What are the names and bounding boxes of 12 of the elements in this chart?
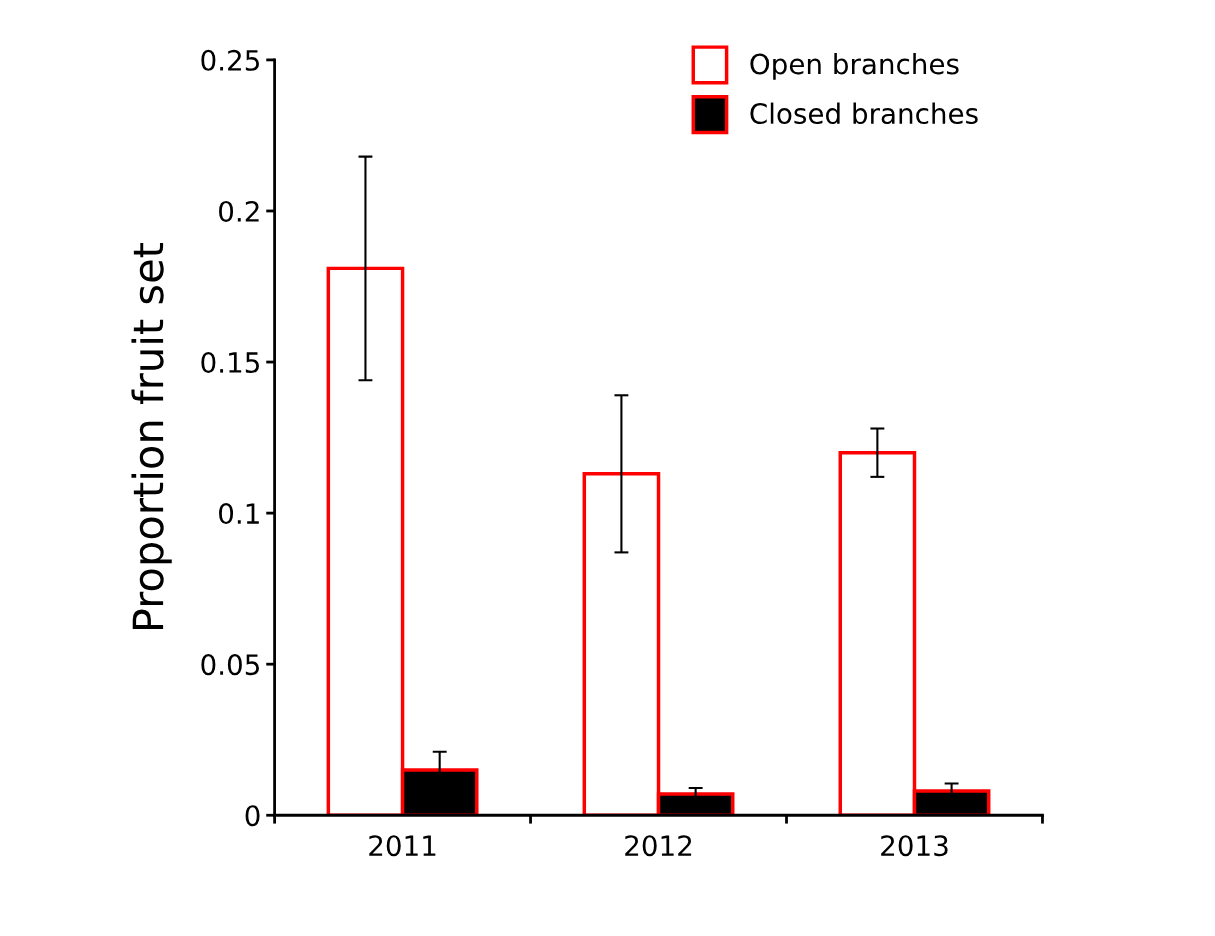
y-tick-label: 0.15 bbox=[201, 351, 259, 373]
x-tick-label: 2011 bbox=[369, 835, 436, 857]
y-tick-label: 0.2 bbox=[219, 200, 259, 222]
legend-label: Closed branches bbox=[750, 102, 978, 125]
y-tick-label: 0.25 bbox=[201, 49, 259, 71]
y-tick-label: 0.1 bbox=[219, 503, 259, 525]
x-tick-label: 2013 bbox=[881, 835, 948, 857]
y-tick-label: 0.05 bbox=[201, 654, 259, 676]
x-tick-label: 2012 bbox=[625, 835, 692, 857]
y-tick-label: 0 bbox=[245, 805, 260, 827]
legend-label: Open branches bbox=[750, 52, 959, 80]
y-axis-title: Proportion fruit set bbox=[131, 242, 172, 630]
